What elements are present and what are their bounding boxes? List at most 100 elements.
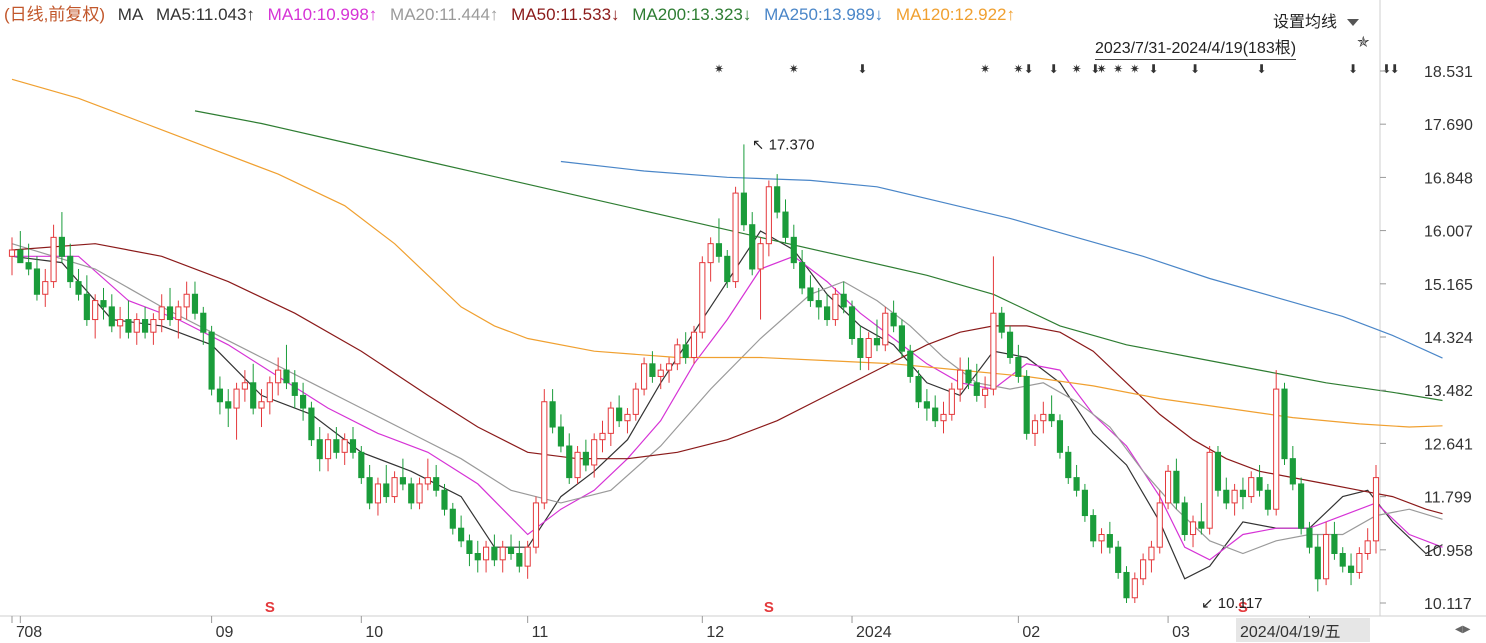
candle[interactable] [1331, 521, 1338, 560]
candle[interactable] [1289, 446, 1296, 491]
candle[interactable] [1015, 344, 1022, 383]
candle[interactable] [1189, 515, 1197, 548]
candle[interactable] [1031, 414, 1039, 447]
candle[interactable] [1231, 483, 1238, 516]
candle[interactable] [125, 300, 132, 339]
candle[interactable] [191, 281, 199, 320]
candle[interactable] [300, 382, 307, 421]
candle[interactable] [283, 344, 290, 390]
candle[interactable] [574, 446, 581, 484]
candle[interactable] [75, 268, 82, 301]
candle[interactable] [416, 477, 423, 510]
candle[interactable] [715, 218, 723, 263]
candle[interactable] [607, 401, 614, 447]
candle[interactable] [383, 464, 390, 503]
candle[interactable] [649, 351, 656, 383]
candle[interactable] [108, 294, 115, 333]
candle[interactable] [898, 319, 906, 358]
candle[interactable] [774, 174, 781, 219]
candle[interactable] [1164, 464, 1172, 510]
candle[interactable] [33, 256, 41, 301]
candle[interactable] [632, 382, 639, 421]
candle[interactable] [757, 237, 764, 320]
candle[interactable] [1314, 534, 1321, 592]
candle[interactable] [25, 243, 32, 276]
candle[interactable] [724, 249, 731, 288]
candle[interactable] [1223, 477, 1230, 510]
candle[interactable] [133, 313, 140, 345]
candle[interactable] [225, 389, 232, 428]
candle[interactable] [1106, 521, 1113, 554]
candle[interactable] [591, 433, 598, 478]
candle[interactable] [358, 446, 365, 484]
candle[interactable] [424, 458, 431, 491]
candle[interactable] [341, 433, 348, 465]
candle[interactable] [175, 300, 182, 339]
candle[interactable] [840, 281, 847, 314]
candle[interactable] [1140, 553, 1147, 586]
candle[interactable] [674, 338, 681, 371]
candle[interactable] [158, 294, 165, 333]
candle[interactable] [998, 306, 1005, 339]
candle[interactable] [923, 389, 930, 421]
candle[interactable] [1198, 502, 1205, 535]
candle[interactable] [1023, 370, 1030, 440]
candle[interactable] [449, 502, 456, 535]
candle[interactable] [699, 256, 706, 339]
candle[interactable] [815, 287, 822, 320]
candle[interactable] [1131, 572, 1138, 603]
candle[interactable] [782, 199, 789, 244]
candle[interactable] [1173, 458, 1180, 510]
candle[interactable] [1248, 471, 1255, 503]
candle[interactable] [117, 306, 124, 339]
candle[interactable] [823, 294, 831, 326]
candle[interactable] [92, 294, 99, 339]
candle[interactable] [907, 344, 914, 383]
candle[interactable] [408, 477, 415, 510]
candle[interactable] [965, 357, 972, 390]
candle[interactable] [507, 534, 515, 560]
candle[interactable] [1206, 446, 1213, 535]
candle[interactable] [433, 464, 440, 497]
candle[interactable] [873, 319, 881, 352]
candle[interactable] [740, 144, 747, 232]
candle[interactable] [499, 540, 506, 573]
candle[interactable] [233, 382, 240, 440]
candle[interactable] [1306, 521, 1313, 554]
candle[interactable] [932, 395, 939, 428]
candle[interactable] [275, 357, 282, 396]
candle[interactable] [208, 325, 215, 396]
candle[interactable] [1098, 528, 1105, 554]
candle[interactable] [682, 332, 689, 364]
candle[interactable] [141, 306, 149, 339]
candle[interactable] [42, 268, 49, 307]
candle[interactable] [641, 357, 648, 396]
candle[interactable] [458, 515, 465, 548]
candle[interactable] [857, 325, 864, 371]
candle[interactable] [690, 325, 698, 364]
candle[interactable] [183, 281, 190, 320]
candle[interactable] [83, 275, 90, 326]
candle[interactable] [1347, 553, 1355, 586]
candle[interactable] [258, 389, 265, 428]
candle[interactable] [58, 212, 65, 263]
candle[interactable] [1073, 464, 1080, 497]
candle[interactable] [765, 180, 772, 257]
candle[interactable] [832, 287, 839, 326]
candle[interactable] [732, 186, 739, 288]
candle[interactable] [166, 287, 174, 326]
candle[interactable] [1372, 464, 1380, 554]
candle[interactable] [308, 401, 315, 447]
candle[interactable] [1181, 496, 1188, 541]
candle[interactable] [491, 534, 498, 567]
candle[interactable] [1339, 547, 1346, 573]
candle[interactable] [1298, 477, 1305, 535]
candle[interactable] [582, 439, 589, 472]
candle[interactable] [482, 540, 490, 573]
candle[interactable] [549, 389, 556, 434]
candle[interactable] [8, 237, 16, 276]
candle[interactable] [790, 224, 797, 269]
candle[interactable] [524, 540, 531, 579]
pin-icon[interactable]: ✯ [1357, 34, 1370, 51]
